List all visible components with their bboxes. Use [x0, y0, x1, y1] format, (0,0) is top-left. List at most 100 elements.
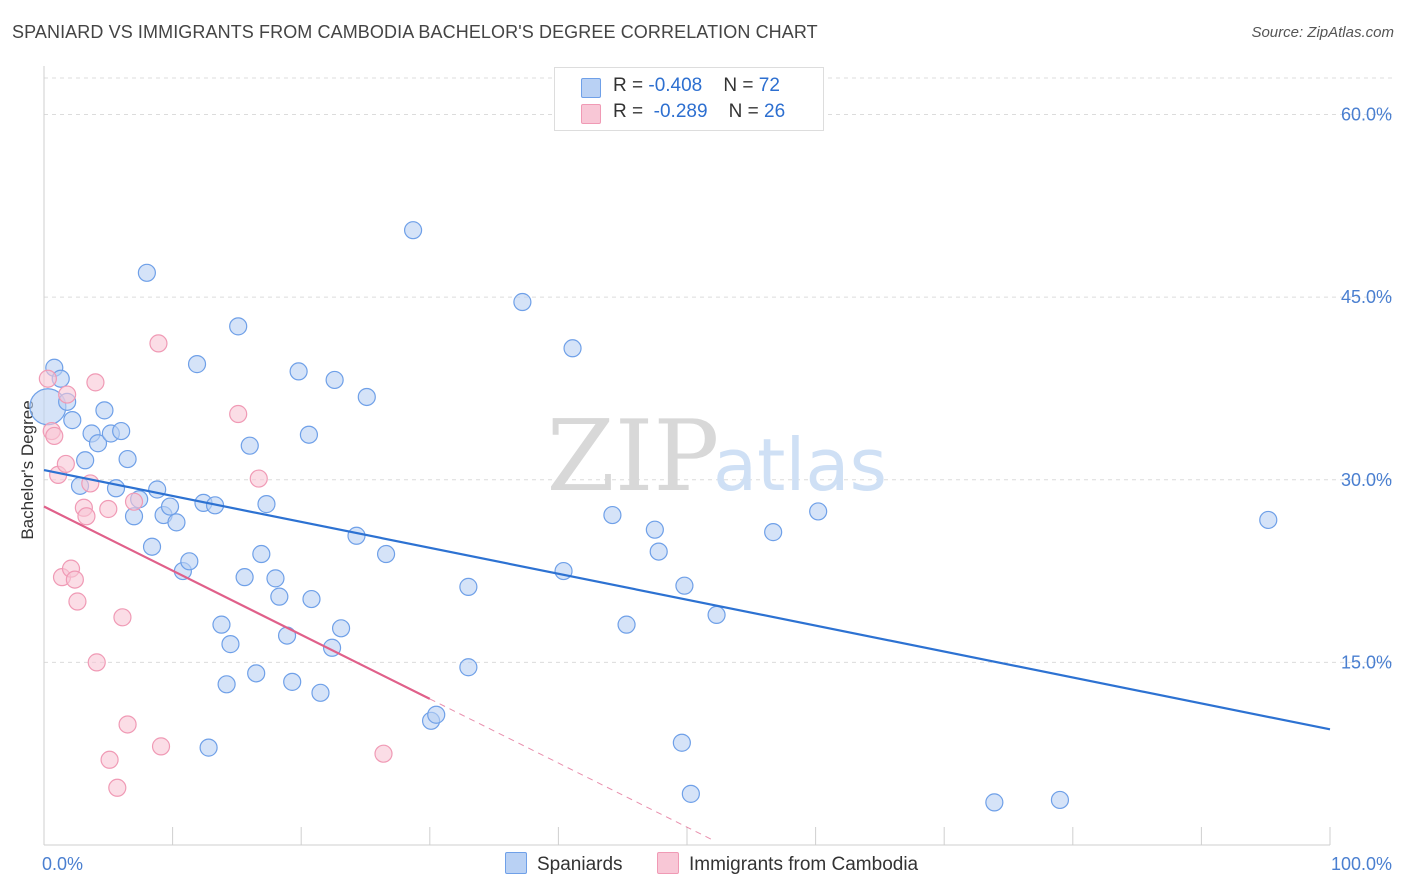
cambodia-point [68, 592, 87, 611]
watermark-atlas: atlas [713, 423, 887, 507]
spaniards-point [707, 605, 726, 625]
watermark-zip: ZIP [547, 400, 720, 514]
cambodia-point [87, 653, 106, 672]
cambodia-point [149, 334, 168, 353]
spaniards-point [118, 449, 137, 469]
spaniards-point [649, 542, 668, 561]
y-tick-label: 15.0% [1341, 652, 1392, 672]
spaniards-point [167, 513, 186, 532]
spaniards-point [221, 635, 240, 654]
cambodia-trend-extension [429, 698, 713, 841]
spaniards-point [235, 568, 254, 587]
y-tick-label: 60.0% [1341, 105, 1392, 125]
axes [43, 66, 1331, 846]
cambodia-legend-swatch [657, 852, 679, 874]
cambodia-point [374, 744, 393, 763]
spaniards-point [675, 576, 694, 595]
cambodia-point [45, 426, 64, 446]
spaniards-point [247, 664, 266, 683]
legend-r-label: R = [613, 101, 649, 122]
spaniards-point [357, 387, 376, 407]
legend-r-value: -0.289 [653, 101, 708, 122]
cambodia-swatch [581, 104, 601, 124]
spaniards-trend-line [43, 468, 1331, 731]
cambodia-point [100, 750, 119, 769]
spaniards-point [88, 434, 108, 453]
spaniards-point [229, 317, 248, 336]
cambodia-point [118, 715, 137, 734]
legend-item-cambodia: Immigrants from Cambodia [657, 852, 918, 876]
spaniards-point [142, 537, 162, 556]
spaniards-point [403, 221, 423, 240]
spaniards-point [180, 552, 199, 571]
y-tick-label: 30.0% [1341, 470, 1392, 490]
spaniards-point [331, 619, 351, 638]
spaniards-point [1259, 510, 1278, 530]
spaniards-point [283, 672, 302, 691]
cambodia-point [86, 373, 105, 392]
spaniards-point [212, 615, 231, 634]
correlation-legend: R = -0.408 N = 72 R = -0.289 N = 26 [554, 67, 824, 131]
spaniards-point [764, 523, 783, 542]
legend-n-value: 26 [764, 101, 786, 122]
spaniards-point [302, 589, 321, 609]
spaniards-point [252, 544, 271, 564]
cambodia-point [151, 737, 171, 756]
cambodia-point [249, 469, 268, 488]
spaniards-point [985, 793, 1004, 812]
cambodia-point [58, 385, 77, 404]
spaniards-point [289, 362, 308, 381]
legend-item-spaniards: Spaniards [505, 852, 623, 876]
spaniards-point [148, 480, 167, 499]
spaniards-point [217, 675, 236, 694]
spaniards-point [137, 263, 156, 282]
cambodia-trend-line [43, 505, 431, 700]
spaniards-point [603, 505, 622, 525]
cambodia-point [38, 369, 57, 388]
spaniards-point [63, 411, 82, 430]
spaniards-point [325, 370, 344, 390]
spaniards-point [311, 683, 330, 702]
source-label: Source: ZipAtlas.com [1251, 24, 1394, 41]
spaniards-legend-label: Spaniards [537, 854, 623, 875]
spaniards-swatch [581, 78, 601, 98]
legend-n-label: N = [728, 101, 765, 122]
spaniards-point [617, 615, 636, 634]
tick-labels: 15.0% 30.0% 45.0% 60.0% 0.0% 100.0% [42, 105, 1392, 874]
spaniards-point [240, 436, 259, 455]
spaniards-point [563, 339, 582, 358]
spaniards-point [76, 451, 95, 470]
legend-r-value: -0.408 [648, 75, 703, 96]
spaniards-point [459, 658, 478, 677]
legend-n-label: N = [723, 75, 759, 96]
trend-lines [43, 468, 1331, 841]
spaniards-point [299, 425, 319, 444]
cambodia-point [108, 778, 127, 797]
legend-r-label: R = [613, 75, 649, 96]
cambodia-point [56, 454, 75, 474]
cambodia-point [124, 492, 144, 511]
cambodia-point [99, 499, 118, 519]
legend-n-value: 72 [758, 75, 780, 96]
chart-title: SPANIARD VS IMMIGRANTS FROM CAMBODIA BAC… [12, 22, 818, 42]
spaniards-point [809, 502, 828, 521]
spaniards-point [645, 520, 664, 539]
x-tick-label: 0.0% [42, 854, 83, 874]
cambodia-point [77, 507, 96, 526]
spaniards-point [270, 587, 289, 606]
spaniards-point [199, 738, 218, 757]
spaniards-point [187, 355, 207, 374]
spaniards-point [681, 784, 700, 803]
spaniards-point [376, 544, 396, 564]
spaniards-legend-swatch [505, 852, 527, 874]
spaniards-point [266, 569, 285, 588]
cambodia-point [113, 608, 132, 627]
spaniards-point [257, 495, 276, 514]
spaniards-point [672, 733, 691, 752]
spaniards-point [160, 497, 180, 516]
spaniards-point [459, 577, 478, 596]
spaniards-point [95, 401, 114, 420]
spaniards-point [347, 526, 366, 545]
y-tick-label: 45.0% [1341, 287, 1392, 307]
